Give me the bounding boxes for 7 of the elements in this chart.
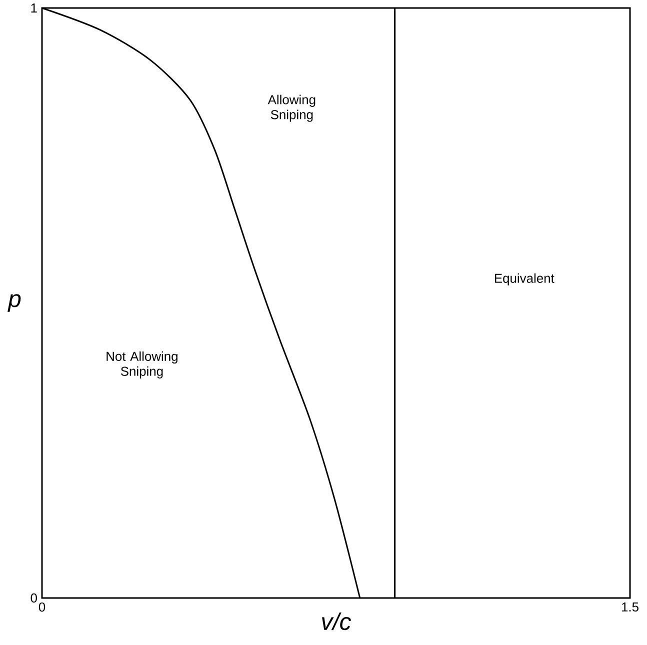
annotation: Not Allowing Sniping bbox=[106, 351, 178, 378]
y-tick-label: 1 bbox=[31, 4, 37, 12]
x-tick-label: 1.5 bbox=[622, 602, 638, 612]
y-axis-title: p bbox=[8, 294, 21, 312]
x-axis-title: v/c bbox=[322, 612, 352, 630]
annotation: Allowing Sniping bbox=[268, 94, 316, 122]
annotation: Equivalent bbox=[494, 273, 554, 286]
